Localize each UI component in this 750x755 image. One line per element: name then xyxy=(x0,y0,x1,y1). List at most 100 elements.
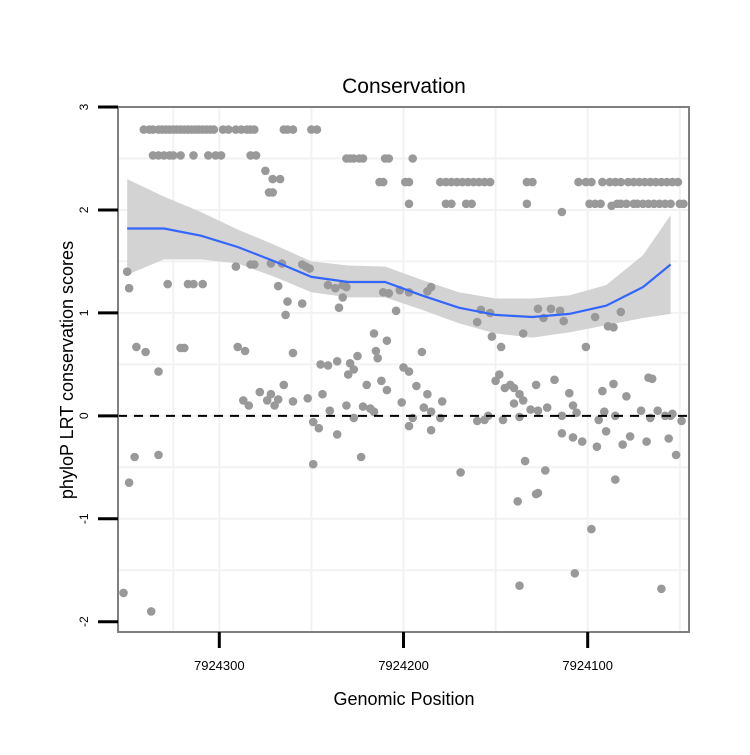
data-point xyxy=(664,434,673,443)
data-point xyxy=(590,312,600,322)
data-point xyxy=(323,280,333,290)
data-point xyxy=(384,289,394,298)
data-point xyxy=(447,199,456,209)
data-point xyxy=(581,342,591,352)
data-point xyxy=(679,199,688,209)
data-point xyxy=(555,306,565,316)
data-point xyxy=(513,497,522,506)
data-point xyxy=(485,177,495,187)
data-point xyxy=(518,396,528,405)
data-point xyxy=(636,406,646,416)
data-point xyxy=(491,376,500,386)
data-point xyxy=(268,188,278,197)
data-point xyxy=(404,367,414,376)
y-tick-label: -1 xyxy=(77,513,91,524)
data-point xyxy=(369,407,379,417)
data-point xyxy=(397,398,407,407)
data-point xyxy=(255,387,265,397)
data-point xyxy=(119,588,128,598)
data-point xyxy=(559,316,568,326)
data-point xyxy=(598,386,607,396)
data-point xyxy=(342,282,351,292)
data-point xyxy=(198,279,207,289)
data-point xyxy=(314,423,324,433)
data-point xyxy=(609,323,618,332)
data-point xyxy=(647,374,657,384)
data-point xyxy=(594,415,603,425)
data-point xyxy=(377,376,386,386)
data-point xyxy=(332,357,342,366)
data-point xyxy=(270,401,279,410)
data-point xyxy=(666,199,675,209)
data-point xyxy=(345,359,355,368)
data-point xyxy=(316,360,325,369)
x-tick-label: 7924200 xyxy=(378,658,429,673)
data-point xyxy=(426,407,436,417)
data-point xyxy=(266,389,276,399)
data-point xyxy=(308,459,318,469)
data-point xyxy=(541,466,550,475)
data-point xyxy=(456,468,465,477)
data-point xyxy=(288,397,298,406)
data-point xyxy=(349,413,359,423)
data-point xyxy=(146,607,156,616)
data-point xyxy=(239,396,248,405)
chart-title: Conservation xyxy=(342,75,466,98)
data-point xyxy=(358,402,368,411)
data-point xyxy=(587,177,596,187)
data-point xyxy=(338,293,348,302)
data-point xyxy=(404,177,414,187)
data-point xyxy=(373,353,383,363)
y-tick-label: 1 xyxy=(77,309,91,316)
data-point xyxy=(204,151,213,160)
data-point xyxy=(592,442,602,452)
data-point xyxy=(163,279,172,289)
data-point xyxy=(154,450,163,460)
data-point xyxy=(598,177,607,187)
data-point xyxy=(404,199,414,209)
data-point xyxy=(611,475,620,484)
data-point xyxy=(358,154,368,163)
smooth-line xyxy=(127,227,672,319)
data-point xyxy=(283,297,292,306)
data-point xyxy=(622,199,631,209)
data-point xyxy=(308,417,318,427)
data-point xyxy=(141,347,150,357)
y-tick-label: -2 xyxy=(77,616,91,627)
data-point xyxy=(279,380,289,390)
data-point xyxy=(268,174,278,184)
data-point xyxy=(332,430,342,439)
data-point xyxy=(520,456,530,466)
data-point xyxy=(331,283,340,293)
data-point xyxy=(251,151,261,160)
data-point xyxy=(362,380,372,390)
data-point xyxy=(318,389,327,399)
data-point xyxy=(169,151,178,160)
data-point xyxy=(609,379,618,389)
data-point xyxy=(625,432,635,441)
smooth-line-layer xyxy=(127,227,672,319)
data-point xyxy=(467,199,477,209)
data-point xyxy=(496,342,506,352)
data-point xyxy=(557,429,567,438)
data-point xyxy=(130,452,139,462)
x-tick-label: 7924100 xyxy=(562,658,613,673)
data-point xyxy=(273,281,283,291)
data-point xyxy=(528,177,537,187)
data-point xyxy=(244,401,254,410)
x-tick-label: 7924300 xyxy=(194,658,245,673)
data-point xyxy=(216,151,226,160)
y-tick-label: 0 xyxy=(77,412,91,419)
data-point xyxy=(391,306,401,316)
data-point xyxy=(154,367,163,376)
data-point xyxy=(305,264,314,273)
data-point xyxy=(515,581,524,590)
data-point xyxy=(515,389,524,399)
data-point xyxy=(189,279,198,289)
data-point xyxy=(565,388,574,398)
axes-layer: -2 -1 0 1 2 3 7924300 7924200 7924100 xyxy=(77,103,613,673)
data-point xyxy=(616,307,626,317)
data-point xyxy=(673,177,683,187)
data-point xyxy=(417,347,427,357)
